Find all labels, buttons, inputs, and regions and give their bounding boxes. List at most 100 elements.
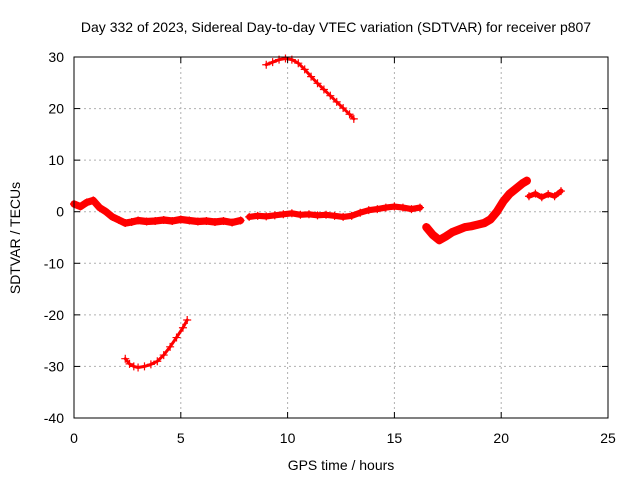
data-point (253, 211, 262, 220)
data-point (304, 210, 313, 219)
series-lower-arc (121, 316, 192, 372)
data-point (339, 104, 348, 113)
data-point (140, 362, 149, 371)
data-point (330, 211, 339, 220)
x-tick-label: 5 (177, 430, 185, 446)
data-point (183, 316, 192, 325)
data-point (166, 342, 175, 351)
data-point (268, 58, 277, 67)
data-point (146, 360, 155, 369)
data-point (82, 198, 91, 207)
y-tick-label: 10 (48, 152, 64, 168)
data-point (332, 97, 341, 106)
data-point (319, 85, 328, 94)
data-point (178, 323, 187, 332)
series-band (264, 57, 356, 121)
chart-title: Day 332 of 2023, Sidereal Day-to-day VTE… (81, 19, 591, 35)
data-point (339, 212, 348, 221)
series-band (123, 318, 189, 369)
grid-lines (74, 57, 608, 418)
data-point (281, 54, 290, 63)
data-point (219, 216, 228, 225)
data-point (435, 236, 444, 245)
data-point (108, 212, 117, 221)
series-band (422, 176, 531, 245)
data-point (202, 216, 211, 225)
data-point (193, 217, 202, 226)
data-point (416, 203, 425, 212)
data-point (210, 218, 219, 227)
data-point (499, 197, 508, 206)
data-point (522, 176, 531, 185)
data-point (373, 205, 382, 214)
data-point (296, 210, 305, 219)
data-point (294, 59, 303, 68)
data-point (356, 208, 365, 217)
data-point (492, 207, 501, 216)
y-tick-label: 30 (48, 49, 64, 65)
y-tick-label: 20 (48, 101, 64, 117)
y-tick-label: 0 (56, 204, 64, 220)
data-point (531, 189, 540, 198)
data-point (550, 192, 559, 201)
data-point (172, 333, 181, 342)
data-point (168, 216, 177, 225)
data-point (512, 184, 521, 193)
data-point (151, 216, 160, 225)
y-axis-label: SDTVAR / TECUs (7, 182, 23, 294)
x-tick-label: 25 (600, 430, 616, 446)
data-point (422, 223, 431, 232)
data-point (114, 215, 123, 224)
data-point (480, 219, 489, 228)
x-tick-label: 15 (387, 430, 403, 446)
data-point (326, 91, 335, 100)
data-point (159, 215, 168, 224)
series-mid-trace (245, 202, 425, 221)
data-point (441, 232, 450, 241)
data-point (121, 219, 130, 228)
data-point (129, 362, 138, 371)
data-point (134, 216, 143, 225)
data-point (142, 217, 151, 226)
data-point (349, 114, 358, 123)
data-point (270, 211, 279, 220)
y-tick-label: -10 (44, 255, 64, 271)
data-point (185, 216, 194, 225)
data-point (364, 206, 373, 215)
x-tick-labels: 0 5 10 15 20 25 (70, 430, 616, 446)
series-late-trace (422, 176, 531, 245)
data-point (262, 212, 271, 221)
data-point (390, 202, 399, 211)
data-point (134, 363, 143, 372)
y-tick-labels: -40 -30 -20 -10 0 10 20 30 (44, 49, 64, 426)
data-point (322, 210, 331, 219)
data-point (544, 190, 553, 199)
series-end-trace (524, 187, 566, 202)
data-point (467, 222, 476, 231)
data-point (460, 223, 469, 232)
y-tick-label: -40 (44, 410, 64, 426)
data-point (347, 211, 356, 220)
data-point (176, 215, 185, 224)
data-point (557, 187, 566, 196)
y-tick-label: -30 (44, 358, 64, 374)
data-point (89, 196, 98, 205)
data-point (537, 193, 546, 202)
x-tick-label: 0 (70, 430, 78, 446)
data-point (381, 203, 390, 212)
data-point (518, 179, 527, 188)
data-point (524, 192, 533, 201)
x-tick-label: 10 (280, 430, 296, 446)
data-point (159, 351, 168, 360)
data-point (228, 218, 237, 227)
data-point (236, 216, 245, 225)
x-axis-label: GPS time / hours (288, 457, 395, 473)
data-point (428, 230, 437, 239)
data-point (473, 220, 482, 229)
data-point (125, 359, 134, 368)
data-point (398, 203, 407, 212)
data-point (448, 228, 457, 237)
data-point (287, 209, 296, 218)
plot-frame (73, 56, 609, 419)
